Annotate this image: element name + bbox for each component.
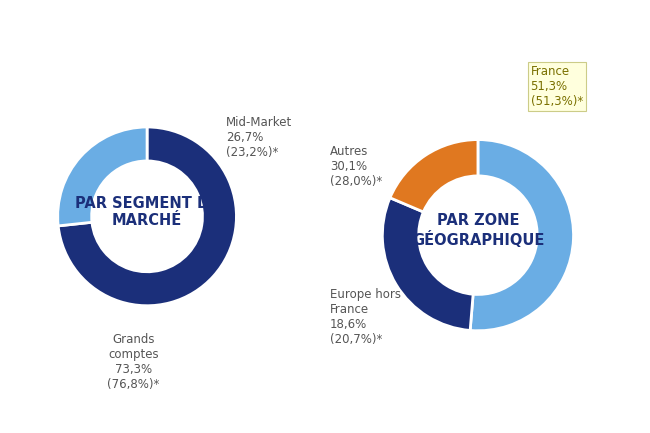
Text: PAR SEGMENT DE
MARCHÉ: PAR SEGMENT DE MARCHÉ <box>75 196 219 228</box>
Text: Grands
comptes
73,3%
(76,8%)*: Grands comptes 73,3% (76,8%)* <box>107 333 160 391</box>
Text: Mid-Market
26,7%
(23,2%)*: Mid-Market 26,7% (23,2%)* <box>226 116 292 159</box>
Wedge shape <box>382 198 473 330</box>
Text: France
51,3%
(51,3%)*: France 51,3% (51,3%)* <box>530 65 583 108</box>
Text: Europe hors
France
18,6%
(20,7%)*: Europe hors France 18,6% (20,7%)* <box>330 288 401 346</box>
Wedge shape <box>58 127 237 306</box>
Text: Autres
30,1%
(28,0%)*: Autres 30,1% (28,0%)* <box>330 145 382 188</box>
Text: PAR ZONE
GÉOGRAPHIQUE: PAR ZONE GÉOGRAPHIQUE <box>411 213 544 248</box>
Wedge shape <box>58 127 147 226</box>
Wedge shape <box>470 139 573 331</box>
Wedge shape <box>390 139 478 212</box>
